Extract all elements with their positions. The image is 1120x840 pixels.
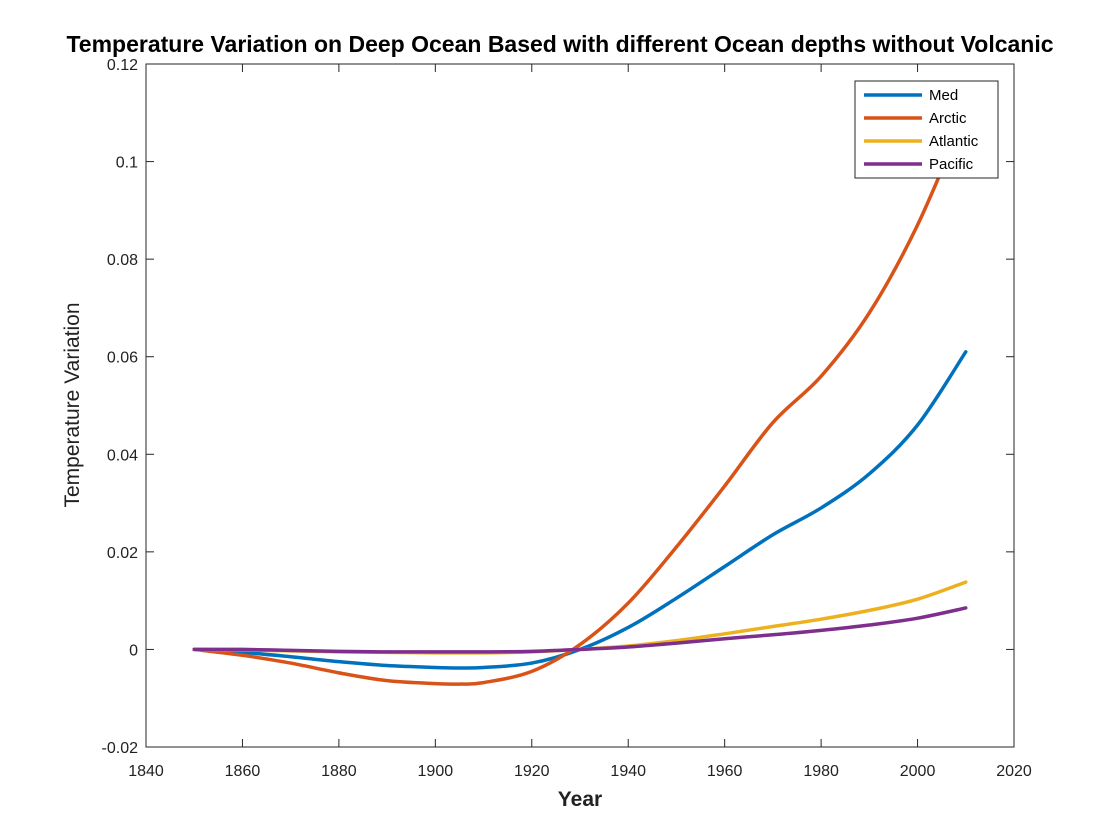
legend-label: Arctic <box>929 110 967 127</box>
legend-label: Atlantic <box>929 133 979 150</box>
series-line-pacific <box>192 606 968 654</box>
x-tick-label: 1940 <box>610 763 646 780</box>
y-tick-label: 0 <box>129 642 138 659</box>
legend-label: Pacific <box>929 156 974 173</box>
x-tick-label: 1920 <box>514 763 550 780</box>
series-line-arctic <box>192 111 968 686</box>
series-line-med <box>192 350 968 670</box>
legend-box <box>854 80 999 179</box>
series-line-atlantic <box>192 580 968 655</box>
y-tick-label: 0.12 <box>107 57 138 74</box>
x-tick-label: 1840 <box>128 763 164 780</box>
x-tick-label: 2020 <box>996 763 1032 780</box>
x-axis-label: Year <box>558 788 602 811</box>
plot-frame <box>145 63 1015 748</box>
x-tick-label: 1980 <box>803 763 839 780</box>
y-tick-label: 0.02 <box>107 545 138 562</box>
y-axis-label: Temperature Variation <box>61 302 84 507</box>
legend-label: Med <box>929 87 958 104</box>
x-tick-label: 1960 <box>707 763 743 780</box>
x-tick-label: 1900 <box>418 763 454 780</box>
chart-title: Temperature Variation on Deep Ocean Base… <box>66 31 1053 57</box>
y-tick-label: 0.06 <box>107 350 138 367</box>
y-tick-label: -0.02 <box>102 740 139 757</box>
y-tick-label: 0.1 <box>116 155 138 172</box>
plot-series <box>192 111 968 686</box>
y-tick-label: 0.08 <box>107 252 138 269</box>
x-tick-label: 1860 <box>225 763 261 780</box>
axes: 1840 1860 1880 1900 1920 1940 1960 1980 2000 2020… <box>102 57 1032 780</box>
y-tick-label: 0.04 <box>107 447 138 464</box>
legend: Med Arctic Atlantic Pacific <box>854 80 999 179</box>
x-tick-label: 2000 <box>900 763 936 780</box>
x-tick-label: 1880 <box>321 763 357 780</box>
